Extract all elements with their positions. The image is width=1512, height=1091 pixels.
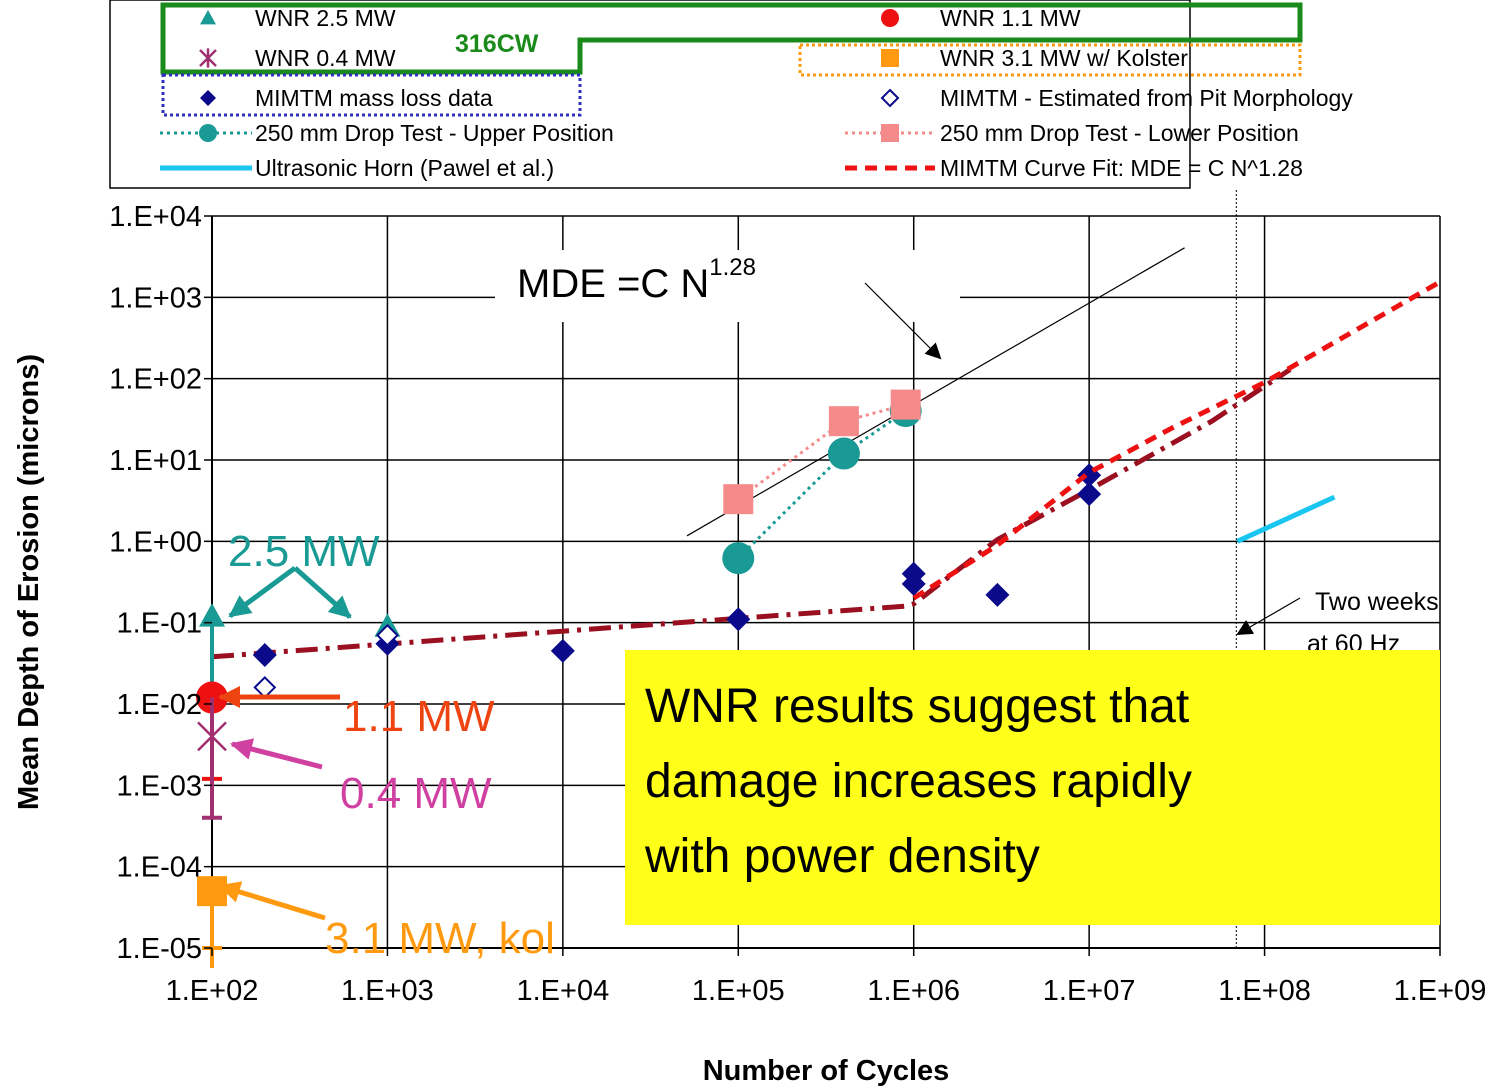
marker [901,571,926,596]
y-tick-label: 1.E-02 [117,689,202,721]
marker [376,623,399,647]
x-tick-label: 1.E+09 [1394,975,1487,1007]
marker [880,88,900,108]
x-tick-label: 1.E+03 [341,975,434,1007]
annotation-bg [495,250,960,322]
y-axis-title: Mean Depth of Erosion (microns) [13,354,45,810]
marker [200,90,216,106]
arrow [1236,597,1301,636]
legend-label: WNR 3.1 MW w/ Kolster [940,45,1188,71]
y-tick-label: 1.E-03 [117,770,202,802]
marker [881,9,899,27]
marker [199,603,225,627]
fit-exponent: 1.28 [709,254,756,281]
marker [890,389,921,420]
marker [199,48,217,68]
fit-annotation: MDE =C N1.28 [517,254,756,306]
legend-label: MIMTM Curve Fit: MDE = C N^1.28 [940,155,1303,181]
annotation: 2.5 MW [228,527,380,576]
x-tick-label: 1.E+02 [166,975,259,1007]
y-tick-label: 1.E+00 [109,526,202,558]
y-tick-label: 1.E-01 [117,608,202,640]
y-tick-label: 1.E-04 [117,852,202,884]
callout-line: WNR results suggest that [645,680,1189,733]
legend-label: 250 mm Drop Test - Lower Position [940,120,1299,146]
legend-label: WNR 1.1 MW [940,5,1081,31]
marker [827,437,860,470]
marker [252,643,277,668]
legend-box [109,0,1191,189]
marker [828,406,859,437]
legend-label: WNR 2.5 MW [255,5,396,31]
series-line [737,403,907,501]
legend: WNR 2.5 MW WNR 1.1 MW WNR 0.4 MW WNR 3.1 MW… [160,5,1353,181]
annotation: 1.1 MW [343,692,495,741]
marker [1077,482,1102,507]
series-line [737,409,907,560]
callout-line: damage increases rapidly [645,755,1192,808]
y-tick-label: 1.E+02 [109,364,202,396]
y-tick-label: 1.E+01 [109,445,202,477]
marker [881,49,899,67]
marker [550,638,575,663]
marker [200,10,216,25]
y-tick-label: 1.E+03 [109,282,202,314]
trend-line [211,367,1292,660]
series-line [912,279,1442,601]
callout-line: with power density [644,830,1040,883]
group-box [798,43,1302,77]
x-tick-label: 1.E+07 [1043,975,1136,1007]
y-tick-label: 1.E-05 [117,933,202,965]
marker [726,607,751,632]
arrow [230,738,323,770]
x-tick-label: 1.E+06 [867,975,960,1007]
legend-label: 250 mm Drop Test - Upper Position [255,120,614,146]
legend-label: MIMTM - Estimated from Pit Morphology [940,85,1353,111]
x-tick-label: 1.E+08 [1218,975,1311,1007]
fit-text: MDE =C N [517,262,709,306]
marker [722,542,755,575]
x-tick-label: 1.E+04 [516,975,609,1007]
ticks: 1.E-05 1.E-04 1.E-03 1.E-02 1.E-01 1.E+00 1.E+… [109,201,1486,1007]
marker [253,675,277,699]
annotation: 3.1 MW, kol [325,914,555,963]
y-tick-label: 1.E+04 [109,201,202,233]
annotation: Two weeks [1315,588,1439,616]
trend-line [686,247,1185,537]
arrow [228,565,297,619]
arrow [864,282,942,360]
marker [881,124,899,142]
x-axis-title: Number of Cycles [703,1055,950,1087]
legend-label: WNR 0.4 MW [255,45,396,71]
marker [723,484,754,515]
arrow [218,881,326,921]
series-line [1236,494,1336,544]
marker [985,582,1010,607]
marker [197,719,227,754]
annotation: 0.4 MW [340,769,492,818]
legend-label: Ultrasonic Horn (Pawel et al.) [255,155,554,181]
group-box [161,73,582,117]
legend-label: MIMTM mass loss data [255,85,493,111]
callout-box [625,650,1440,925]
x-tick-label: 1.E+05 [692,975,785,1007]
marker [199,124,217,142]
group-label: 316CW [455,30,539,58]
arrow [293,566,352,619]
group-box [160,2,1303,75]
